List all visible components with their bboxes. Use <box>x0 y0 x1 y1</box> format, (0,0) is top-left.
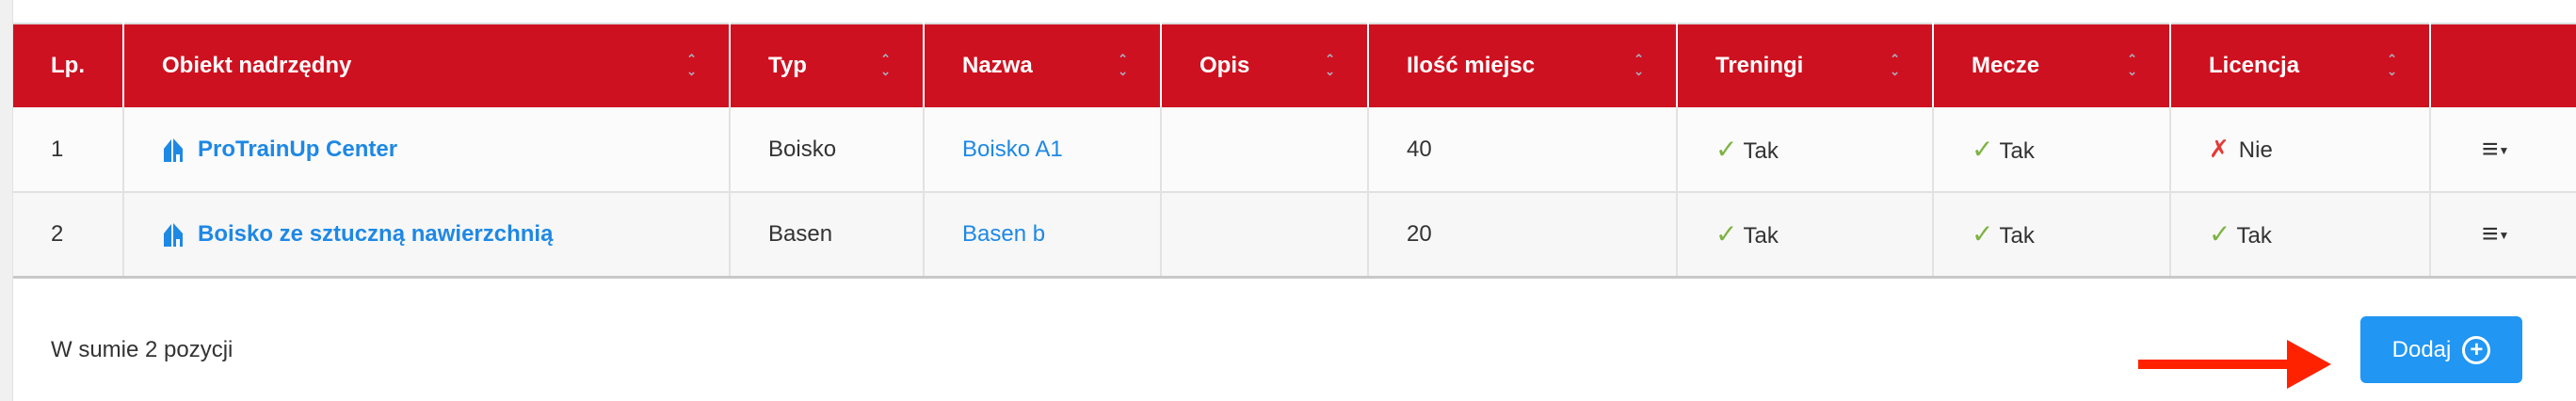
column-header-label: Mecze <box>1972 53 2040 78</box>
column-header-7[interactable]: Mecze ⌃ ⌄ <box>1932 24 2170 107</box>
column-header-3[interactable]: Nazwa ⌃ ⌄ <box>923 24 1161 107</box>
license-value: Nie <box>2238 137 2273 163</box>
column-header-label: Ilość miejsc <box>1407 53 1536 78</box>
lp-cell: 1 <box>51 136 64 162</box>
lp-cell: 2 <box>51 220 64 247</box>
building-icon <box>164 223 183 248</box>
left-border <box>0 0 13 401</box>
column-header-label: Opis <box>1199 53 1250 78</box>
trainings-cell: ✓ Tak <box>1676 192 1933 277</box>
sort-icon[interactable]: ⌃ ⌄ <box>686 52 697 78</box>
column-header-label: Nazwa <box>962 53 1033 78</box>
seats-cell: 40 <box>1367 107 1677 192</box>
trainings-value: Tak <box>1743 223 1779 249</box>
description-cell <box>1160 107 1368 192</box>
matches-value: Tak <box>1999 223 2035 249</box>
column-header-label: Obiekt nadrzędny <box>162 53 352 78</box>
facilities-table: Lp. Obiekt nadrzędny ⌃ ⌄ Typ ⌃ ⌄ Nazwa ⌃ ⌄ Opis ⌃ ⌄ I… <box>13 23 2576 279</box>
building-icon <box>164 138 183 163</box>
trainings-cell: ✓ Tak <box>1676 107 1933 192</box>
column-header-label: Typ <box>768 53 807 78</box>
name-link[interactable]: Boisko A1 <box>962 136 1063 162</box>
seats-cell: 20 <box>1367 192 1677 277</box>
cross-icon: ✗ <box>2209 135 2230 163</box>
column-header-5[interactable]: Ilość miejsc ⌃ ⌄ <box>1367 24 1677 107</box>
sort-icon[interactable]: ⌃ ⌄ <box>1118 52 1128 78</box>
license-value: Tak <box>2236 223 2272 249</box>
column-header-1[interactable]: Obiekt nadrzędny ⌃ ⌄ <box>122 24 730 107</box>
parent-link[interactable]: Boisko ze sztuczną nawierzchnią <box>198 220 554 247</box>
parent-cell: Boisko ze sztuczną nawierzchnią <box>122 192 730 277</box>
table-row: 2 Boisko ze sztuczną nawierzchnią Basen Bas… <box>13 192 2576 277</box>
matches-cell: ✓ Tak <box>1932 192 2170 277</box>
sort-icon[interactable]: ⌃ ⌄ <box>2387 52 2397 78</box>
check-icon: ✓ <box>1972 219 1994 249</box>
table-container: Lp. Obiekt nadrzędny ⌃ ⌄ Typ ⌃ ⌄ Nazwa ⌃ ⌄ Opis ⌃ ⌄ I… <box>13 23 2576 279</box>
plus-circle-icon: + <box>2462 335 2491 364</box>
check-icon: ✓ <box>2209 219 2231 249</box>
sort-icon[interactable]: ⌃ ⌄ <box>1634 52 1644 78</box>
column-header-label: Licencja <box>2209 53 2300 78</box>
actions-cell: ≡▼ <box>2429 107 2576 192</box>
column-header-label: Lp. <box>51 53 85 78</box>
actions-menu-icon[interactable]: ≡▼ <box>2482 133 2510 165</box>
check-icon: ✓ <box>1715 135 1738 164</box>
name-cell: Boisko A1 <box>923 107 1161 192</box>
license-cell: ✓ Tak <box>2169 192 2430 277</box>
header-row: Lp. Obiekt nadrzędny ⌃ ⌄ Typ ⌃ ⌄ Nazwa ⌃ ⌄ Opis ⌃ ⌄ I… <box>13 24 2576 107</box>
column-header-4[interactable]: Opis ⌃ ⌄ <box>1160 24 1368 107</box>
sort-icon[interactable]: ⌃ ⌄ <box>880 52 891 78</box>
actions-menu-icon[interactable]: ≡▼ <box>2482 217 2510 249</box>
matches-cell: ✓ Tak <box>1932 107 2170 192</box>
table-row: 1 ProTrainUp Center Boisko Boisko A1 40 ✓ Tak ✓… <box>13 107 2576 192</box>
check-icon: ✓ <box>1715 219 1738 249</box>
actions-cell: ≡▼ <box>2429 192 2576 277</box>
type-cell: Basen <box>729 192 924 277</box>
red-arrow-annotation <box>2138 340 2331 389</box>
sort-icon[interactable]: ⌃ ⌄ <box>1325 52 1335 78</box>
check-icon: ✓ <box>1972 135 1994 164</box>
sort-icon[interactable]: ⌃ ⌄ <box>1890 52 1900 78</box>
parent-link[interactable]: ProTrainUp Center <box>198 136 398 162</box>
type-cell: Boisko <box>729 107 924 192</box>
matches-value: Tak <box>1999 138 2035 164</box>
column-header-6[interactable]: Treningi ⌃ ⌄ <box>1676 24 1933 107</box>
column-header-9 <box>2429 24 2576 107</box>
parent-cell: ProTrainUp Center <box>122 107 730 192</box>
total-count: W sumie 2 pozycji <box>51 337 233 362</box>
column-header-0: Lp. <box>13 24 123 107</box>
name-cell: Basen b <box>923 192 1161 277</box>
column-header-label: Treningi <box>1715 53 1804 78</box>
column-header-8[interactable]: Licencja ⌃ ⌄ <box>2169 24 2430 107</box>
description-cell <box>1160 192 1368 277</box>
name-link[interactable]: Basen b <box>962 220 1046 247</box>
add-button[interactable]: Dodaj + <box>2360 316 2522 383</box>
trainings-value: Tak <box>1743 138 1779 164</box>
license-cell: ✗ Nie <box>2169 107 2430 192</box>
add-button-label: Dodaj <box>2391 336 2452 362</box>
column-header-2[interactable]: Typ ⌃ ⌄ <box>729 24 924 107</box>
sort-icon[interactable]: ⌃ ⌄ <box>2127 52 2137 78</box>
